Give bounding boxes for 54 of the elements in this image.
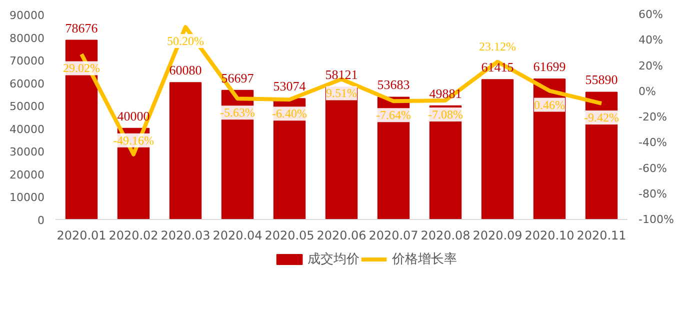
data-label: 61699 bbox=[533, 58, 566, 74]
data-label: 58121 bbox=[325, 67, 358, 82]
data-label: 23.12% bbox=[479, 40, 516, 54]
x-tick-label: 2020.07 bbox=[368, 228, 418, 242]
data-label: 0.46% bbox=[534, 98, 565, 112]
y-tick-label: 60000 bbox=[10, 77, 45, 90]
y2-tick-label: -40% bbox=[638, 136, 667, 150]
y-tick-label: 70000 bbox=[10, 54, 45, 68]
y2-tick-label: 40% bbox=[638, 34, 663, 47]
y-tick-label: 50000 bbox=[10, 100, 45, 114]
data-label: -9.42% bbox=[584, 110, 620, 124]
y-tick-label: 40000 bbox=[10, 122, 45, 136]
y2-tick-label: -60% bbox=[638, 162, 667, 175]
x-tick-label: 2020.05 bbox=[264, 228, 314, 242]
y-tick-label: 30000 bbox=[10, 146, 45, 159]
y2-tick-label: -20% bbox=[638, 110, 667, 124]
x-tick-label: 2020.06 bbox=[316, 228, 366, 242]
x-tick-label: 2020.08 bbox=[420, 228, 470, 242]
y-tick-label: 90000 bbox=[10, 9, 45, 22]
data-label: 50.20% bbox=[167, 34, 204, 48]
y2-tick-label: -100% bbox=[638, 213, 674, 226]
bar bbox=[533, 78, 566, 220]
data-label: -6.40% bbox=[272, 106, 308, 121]
y2-tick-label: 0% bbox=[638, 84, 656, 98]
x-tick-label: 2020.04 bbox=[212, 228, 262, 242]
y-tick-label: 20000 bbox=[10, 168, 45, 182]
legend-label: 价格增长率 bbox=[390, 251, 457, 267]
data-label: -7.64% bbox=[376, 108, 412, 122]
y2-tick-label: 60% bbox=[638, 8, 663, 21]
data-label: 55890 bbox=[585, 72, 618, 88]
y-tick-label: 80000 bbox=[10, 32, 45, 45]
data-label: 53683 bbox=[377, 77, 410, 92]
bar bbox=[481, 79, 514, 220]
data-label: 53074 bbox=[273, 78, 306, 94]
data-label: -49.16% bbox=[113, 133, 154, 148]
x-tick-label: 2020.03 bbox=[160, 228, 210, 242]
y2-tick-label: -80% bbox=[638, 187, 667, 200]
x-tick-label: 2020.09 bbox=[472, 228, 522, 242]
data-label: 60080 bbox=[169, 62, 202, 78]
x-tick-label: 2020.11 bbox=[576, 228, 626, 242]
data-label: -5.63% bbox=[220, 106, 256, 120]
y-tick-label: 0 bbox=[38, 214, 44, 227]
data-label: -7.08% bbox=[428, 107, 464, 122]
y2-tick-label: 20% bbox=[638, 59, 663, 72]
y-tick-label: 10000 bbox=[10, 191, 45, 204]
data-label: 78676 bbox=[65, 20, 98, 36]
x-tick-label: 2020.01 bbox=[56, 228, 106, 242]
x-tick-label: 2020.10 bbox=[524, 228, 574, 242]
x-tick-label: 2020.02 bbox=[108, 228, 158, 242]
data-label: 29.02% bbox=[63, 61, 100, 76]
legend-label: 成交均价 bbox=[307, 251, 360, 267]
data-label: 9.51% bbox=[326, 86, 357, 100]
bar bbox=[169, 82, 202, 220]
bar bbox=[65, 40, 98, 220]
